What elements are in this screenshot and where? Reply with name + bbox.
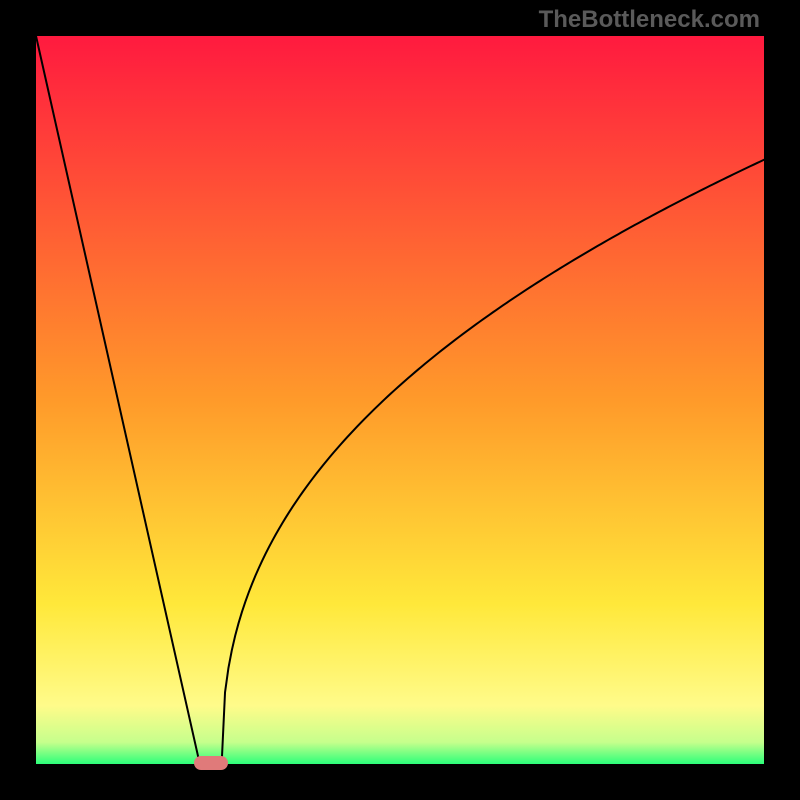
optimum-marker <box>194 756 228 770</box>
curve-layer <box>0 0 800 800</box>
chart-frame: TheBottleneck.com <box>0 0 800 800</box>
bottleneck-curve <box>36 36 764 764</box>
